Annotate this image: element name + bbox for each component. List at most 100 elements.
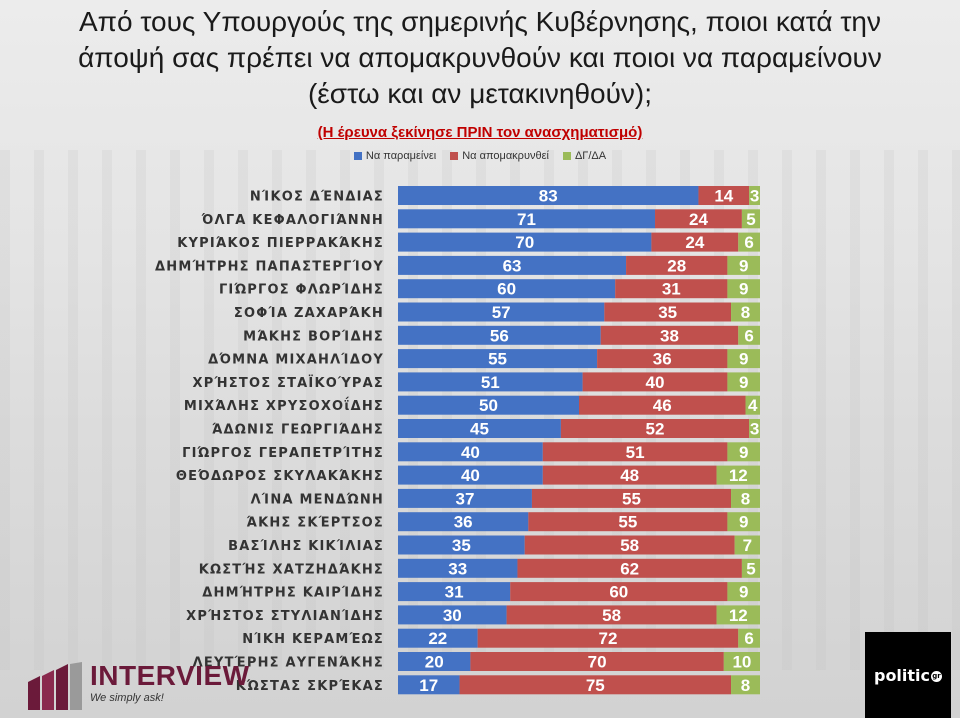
data-label: 56 <box>490 326 509 345</box>
category-label: ΜΙΧΆΛΗΣ ΧΡΥΣΟΧΟΐΔΗΣ <box>184 397 384 414</box>
data-label: 24 <box>685 233 704 252</box>
bar-segment-dk <box>727 255 760 275</box>
category-label: ΆΚΗΣ ΣΚΈΡΤΣΟΣ <box>247 516 384 531</box>
data-label: 55 <box>488 350 507 369</box>
data-label: 55 <box>618 513 637 532</box>
data-label: 9 <box>739 513 748 532</box>
category-label: ΛΕΥΤΈΡΗΣ ΑΥΓΕΝΆΚΗΣ <box>193 656 384 671</box>
bar-segment-stay <box>398 605 507 625</box>
category-label: ΔΌΜΝΑ ΜΙΧΑΗΛΊΔΟΥ <box>208 353 384 368</box>
category-label: ΧΡΉΣΤΟΣ ΣΤΑΪΚΟΎΡΑΣ <box>193 375 384 391</box>
data-label: 45 <box>470 420 489 439</box>
bar-row: ΚΏΣΤΑΣ ΣΚΡΈΚΑΣ 17 75 8 <box>236 675 760 695</box>
data-label: 31 <box>445 583 464 602</box>
bar-segment-dk <box>734 535 760 555</box>
bar-segment-remove <box>542 442 728 462</box>
chart-subtitle: (Η έρευνα ξεκίνησε ΠΡΙΝ τον ανασχηματισμ… <box>317 124 643 141</box>
bar-segment-stay <box>398 395 579 415</box>
data-label: 6 <box>744 326 753 345</box>
category-label: ΓΙΏΡΓΟΣ ΓΕΡΑΠΕΤΡΊΤΗΣ <box>182 446 384 461</box>
category-label: ΆΔΩΝΙΣ ΓΕΩΡΓΙΆΔΗΣ <box>212 423 384 438</box>
data-label: 8 <box>741 489 750 508</box>
bar-segment-stay <box>398 349 598 369</box>
interview-logo: INTERVIEW We simply ask! <box>26 658 249 714</box>
data-label: 70 <box>515 233 534 252</box>
category-label: ΝΊΚΟΣ ΔΈΝΔΙΑΣ <box>250 190 384 205</box>
data-label: 5 <box>746 559 755 578</box>
data-label: 9 <box>739 373 748 392</box>
category-label: ΒΑΣΊΛΗΣ ΚΙΚΊΛΙΑΣ <box>228 539 384 554</box>
bar-segment-remove <box>698 186 750 205</box>
data-label: 60 <box>497 280 516 299</box>
data-label: 57 <box>492 303 511 322</box>
bar-row: ΧΡΉΣΤΟΣ ΣΤΑΪΚΟΎΡΑΣ 51 40 9 <box>193 372 760 392</box>
bar-segment-remove <box>542 465 717 485</box>
bar-segment-remove <box>560 419 750 438</box>
bar-segment-remove <box>626 255 728 275</box>
bar-row: ΣΟΦΊΑ ΖΑΧΑΡΆΚΗ 57 35 8 <box>234 302 760 322</box>
bar-row: ΝΊΚΟΣ ΔΈΝΔΙΑΣ 83 14 3 <box>250 186 760 206</box>
bar-segment-stay <box>398 209 656 229</box>
bar-row: ΚΥΡΙΆΚΟΣ ΠΙΕΡΡΑΚΆΚΗΣ 70 24 6 <box>177 232 760 252</box>
bar-row: ΔΗΜΉΤΡΗΣ ΚΑΙΡΊΔΗΣ 31 60 9 <box>202 582 760 602</box>
data-label: 9 <box>739 350 748 369</box>
bar-segment-remove <box>655 209 742 229</box>
bar-segment-dk <box>749 186 760 205</box>
bar-segment-remove <box>470 652 724 671</box>
bar-segment-stay <box>398 582 511 602</box>
bar-segment-dk <box>738 325 760 345</box>
legend-item-stay: Να παραμείνει <box>353 150 437 162</box>
category-label: ΘΕΌΔΩΡΟΣ ΣΚΥΛΑΚΆΚΗΣ <box>176 469 384 484</box>
data-label: 50 <box>479 396 498 415</box>
data-label: 4 <box>748 396 758 415</box>
data-label: 9 <box>739 256 748 275</box>
data-label: 17 <box>419 676 438 695</box>
bar-segment-remove <box>600 325 739 345</box>
legend-item-remove: Να απομακρυνθεί <box>450 150 549 162</box>
data-label: 70 <box>588 653 607 672</box>
bar-segment-stay <box>398 465 543 485</box>
data-label: 48 <box>620 466 639 485</box>
bar-row: ΌΛΓΑ ΚΕΦΑΛΟΓΙΆΝΝΗ 71 24 5 <box>201 209 760 229</box>
data-label: 7 <box>743 536 752 555</box>
data-label: 75 <box>586 676 605 695</box>
bar-segment-remove <box>651 232 739 252</box>
data-label: 8 <box>741 676 750 695</box>
bar-row: ΘΕΌΔΩΡΟΣ ΣΚΥΛΑΚΆΚΗΣ 40 48 12 <box>176 465 760 485</box>
bar-segment-dk <box>731 488 760 508</box>
legend-swatch <box>450 152 459 160</box>
data-label: 52 <box>646 420 665 439</box>
category-label: ΔΗΜΉΤΡΗΣ ΚΑΙΡΊΔΗΣ <box>202 586 384 601</box>
bar-segment-stay <box>398 302 605 322</box>
bar-segment-stay <box>398 325 601 345</box>
bar-segment-dk <box>716 465 760 485</box>
data-label: 33 <box>448 559 467 578</box>
bar-segment-dk <box>731 675 760 695</box>
bar-segment-stay <box>398 535 525 555</box>
bar-segment-remove <box>517 558 742 578</box>
politic-logo-suffix: gr <box>931 670 943 682</box>
bar-row: ΜΙΧΆΛΗΣ ΧΡΥΣΟΧΟΐΔΗΣ 50 46 4 <box>184 395 760 415</box>
data-label: 30 <box>443 606 462 625</box>
data-label: 12 <box>729 466 748 485</box>
bar-row: ΒΑΣΊΛΗΣ ΚΙΚΊΛΙΑΣ 35 58 7 <box>228 535 760 555</box>
category-label: ΣΟΦΊΑ ΖΑΧΑΡΆΚΗ <box>234 306 384 321</box>
data-label: 8 <box>741 303 750 322</box>
bar-segment-stay <box>398 628 478 648</box>
bar-segment-remove <box>528 512 728 532</box>
data-label: 71 <box>517 210 536 229</box>
data-label: 55 <box>622 489 641 508</box>
interview-logo-mark-icon <box>28 662 82 710</box>
data-label: 9 <box>739 443 748 462</box>
bar-segment-stay <box>398 419 561 438</box>
category-label: ΚΥΡΙΆΚΟΣ ΠΙΕΡΡΑΚΆΚΗΣ <box>177 236 384 251</box>
legend-item-dk: ΔΓ/ΔΑ <box>562 150 606 162</box>
chart-legend: Να παραμείνει Να απομακρυνθεί ΔΓ/ΔΑ <box>0 150 960 162</box>
data-label: 72 <box>598 629 617 648</box>
bar-segment-dk <box>727 279 760 299</box>
legend-label: Να παραμείνει <box>365 150 437 162</box>
data-label: 9 <box>739 583 748 602</box>
data-label: 83 <box>539 187 558 206</box>
bar-row: ΜΆΚΗΣ ΒΟΡΊΔΗΣ 56 38 6 <box>243 325 760 345</box>
